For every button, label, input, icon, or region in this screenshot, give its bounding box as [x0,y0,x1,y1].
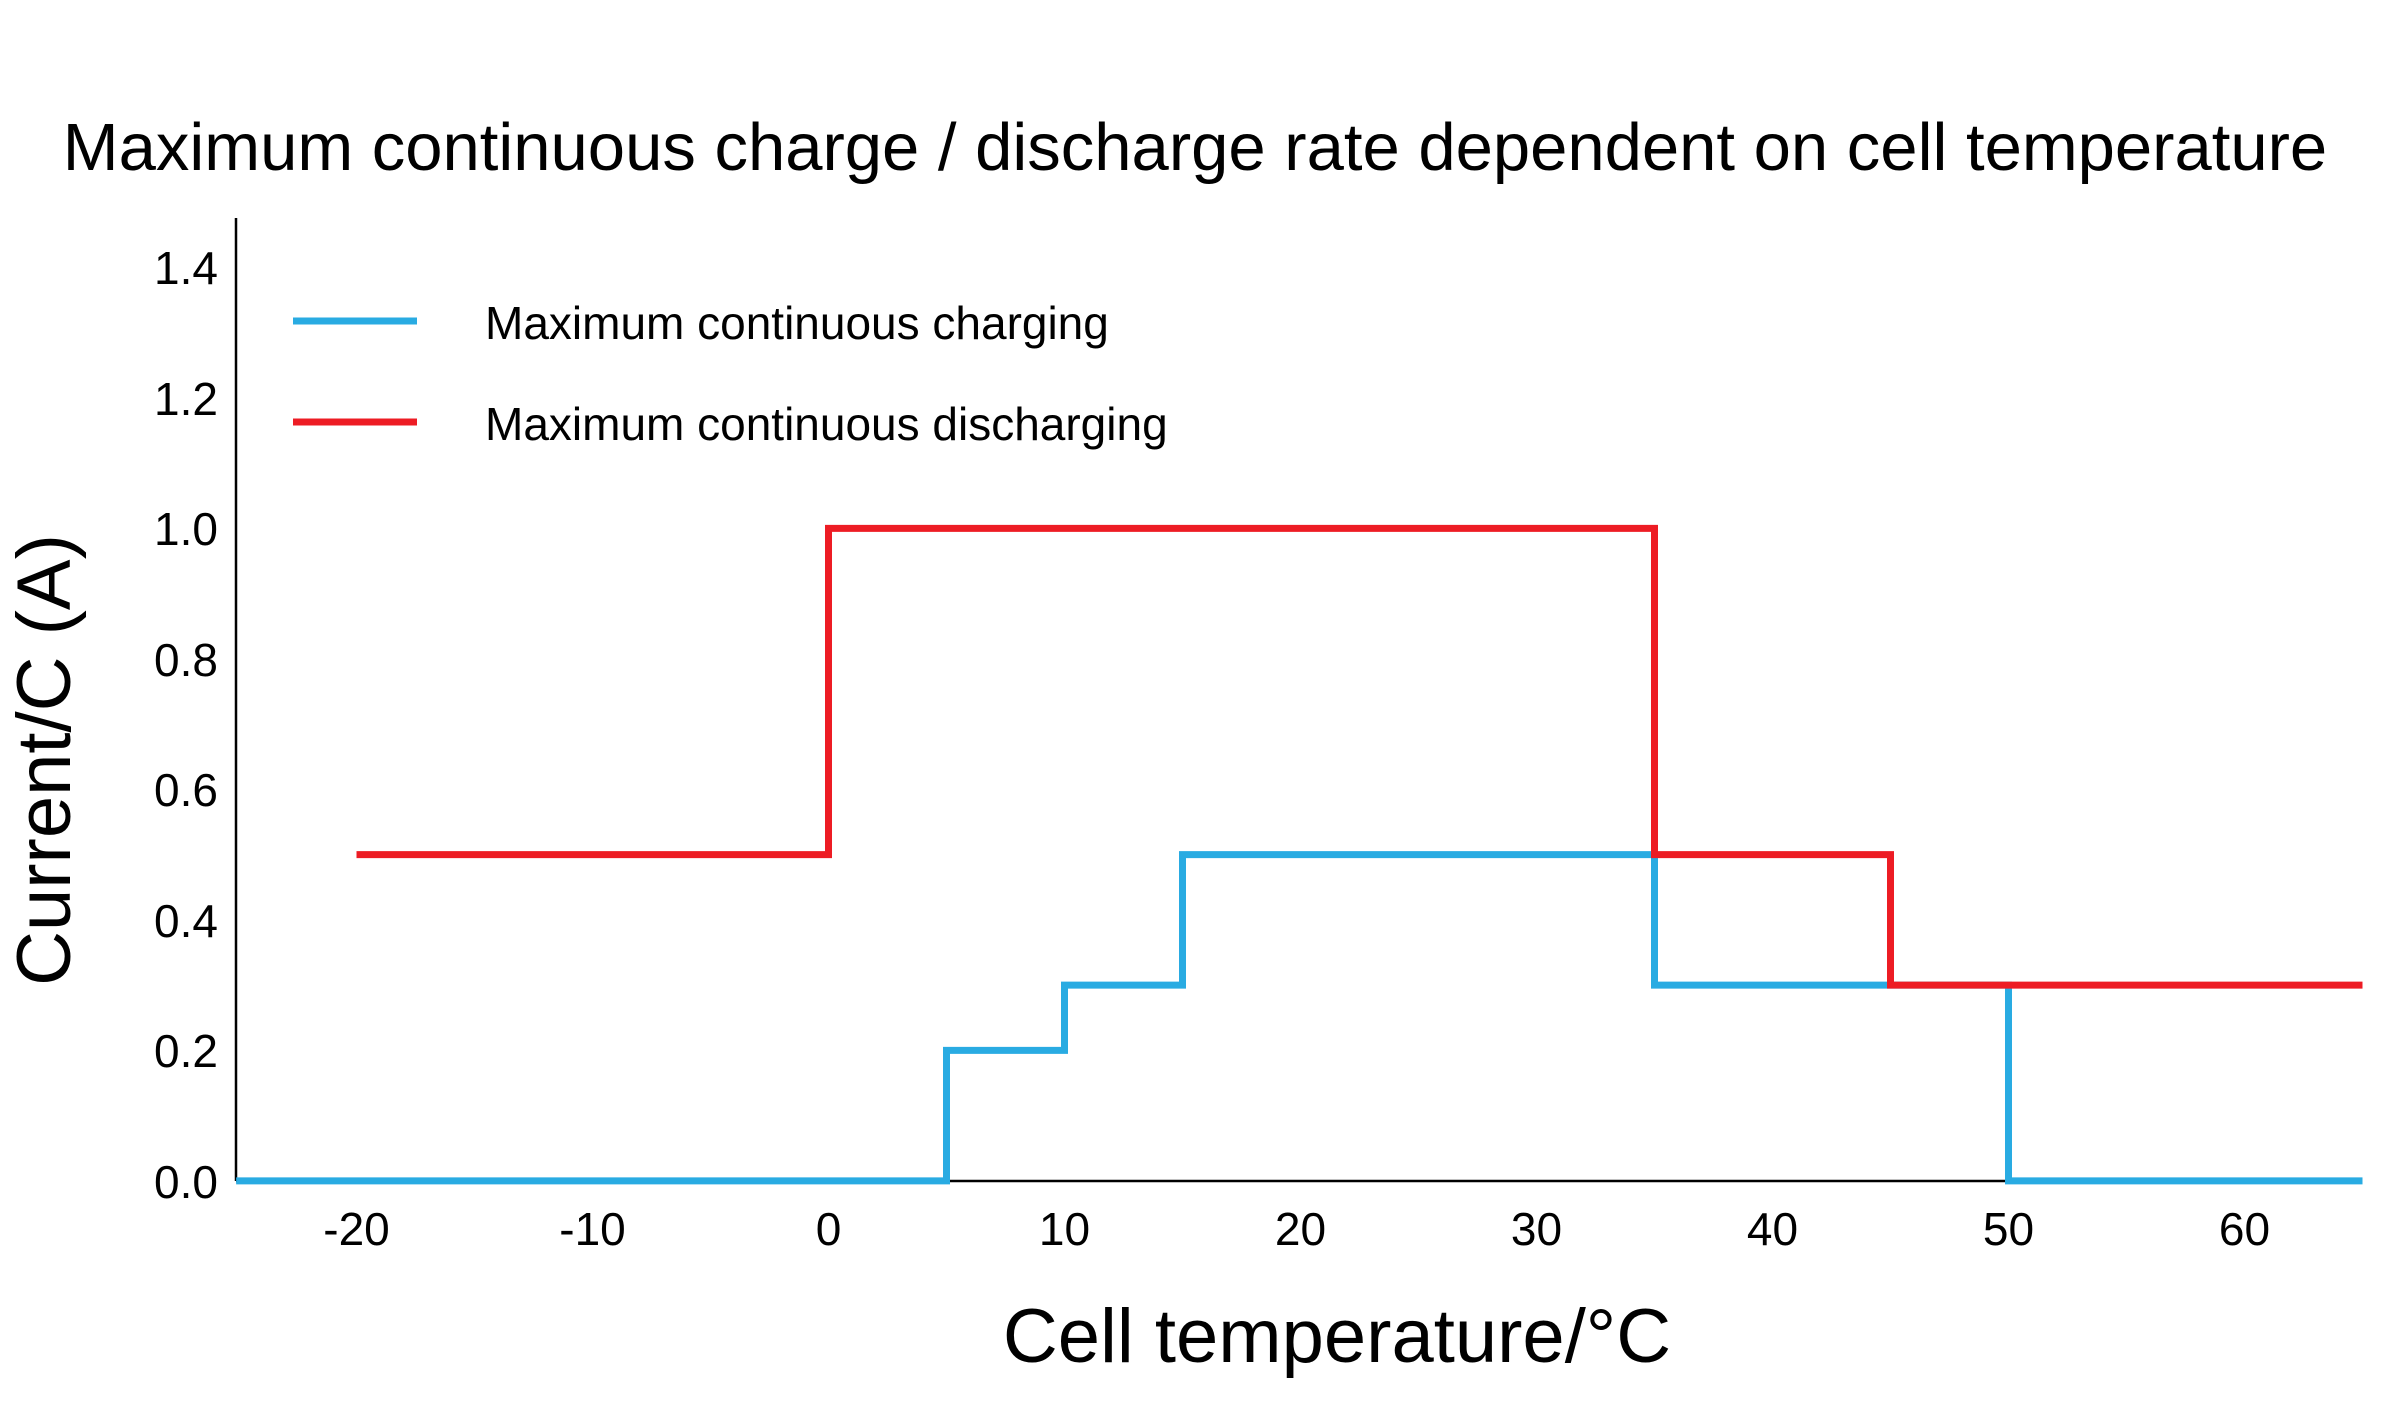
svg-text:40: 40 [1747,1203,1798,1255]
svg-text:1.2: 1.2 [154,373,218,425]
svg-text:50: 50 [1983,1203,2034,1255]
svg-text:Current/C (A): Current/C (A) [2,534,87,986]
svg-text:10: 10 [1039,1203,1090,1255]
svg-text:30: 30 [1511,1203,1562,1255]
svg-text:1.4: 1.4 [154,242,218,294]
svg-text:0: 0 [816,1203,842,1255]
svg-text:60: 60 [2219,1203,2270,1255]
svg-text:20: 20 [1275,1203,1326,1255]
svg-text:1.0: 1.0 [154,503,218,555]
svg-text:0.0: 0.0 [154,1156,218,1208]
svg-text:Maximum continuous charging: Maximum continuous charging [485,297,1109,349]
svg-text:Maximum continuous discharging: Maximum continuous discharging [485,398,1168,450]
svg-text:Cell temperature/°C: Cell temperature/°C [1003,1294,1671,1379]
svg-text:0.2: 0.2 [154,1025,218,1077]
svg-text:-10: -10 [559,1203,625,1255]
svg-text:0.6: 0.6 [154,764,218,816]
svg-text:-20: -20 [323,1203,389,1255]
svg-text:0.4: 0.4 [154,895,218,947]
svg-text:0.8: 0.8 [154,634,218,686]
